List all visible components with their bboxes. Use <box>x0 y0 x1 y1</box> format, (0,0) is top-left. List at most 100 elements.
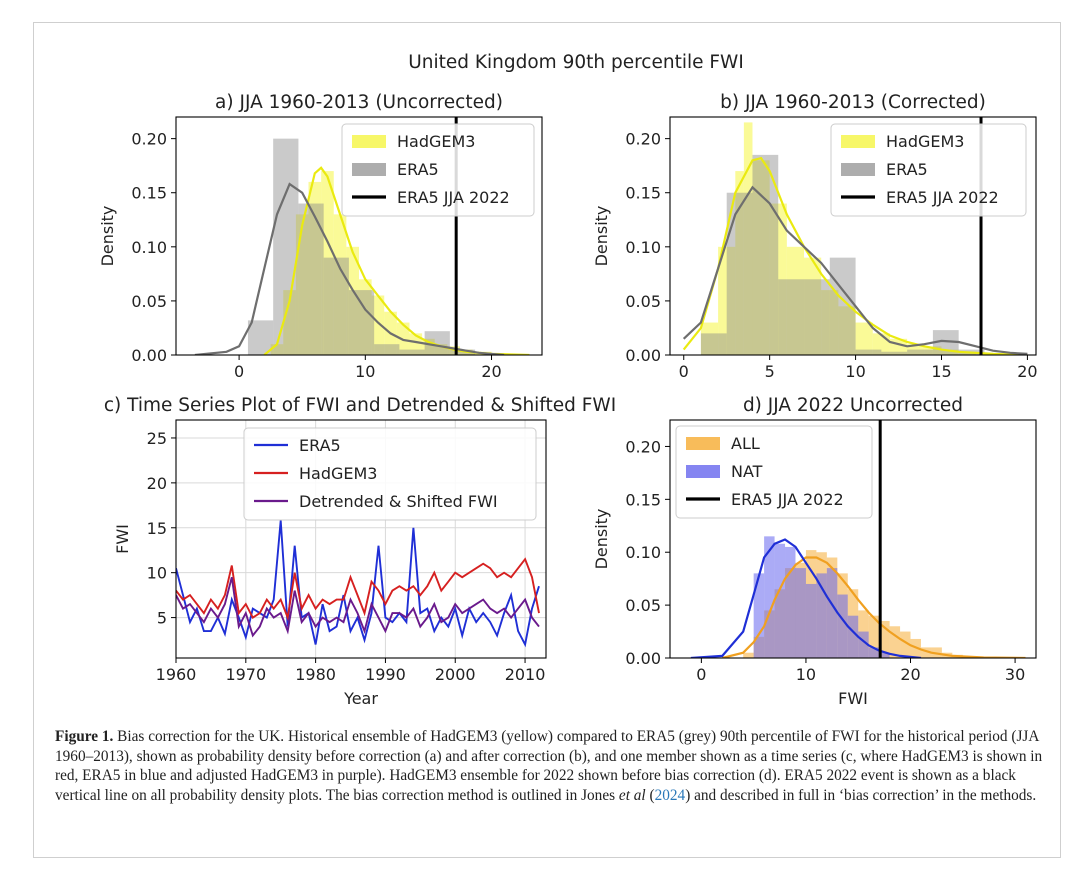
hist-bar-nat <box>847 615 859 658</box>
caption-reference-link[interactable]: 2024 <box>654 786 686 804</box>
hist-bar-all <box>889 626 901 658</box>
y-tick-label: 0.00 <box>131 346 167 365</box>
caption-text-2: ( <box>645 786 655 804</box>
legend-label: NAT <box>731 462 763 481</box>
hist-bar-all <box>868 615 880 658</box>
x-tick-label: 1970 <box>225 665 266 684</box>
hist-bar-hadgem3 <box>409 333 423 355</box>
hist-bar-nat <box>868 647 880 658</box>
x-axis-label: Year <box>343 689 378 708</box>
legend-swatch <box>686 437 720 450</box>
legend-label: ERA5 <box>886 160 928 179</box>
caption-text-3: ) and described in full in ‘bias correct… <box>685 786 1037 804</box>
legend-label: ERA5 <box>397 160 439 179</box>
legend-label: ERA5 <box>299 436 341 455</box>
y-tick-label: 0.10 <box>625 238 661 257</box>
plot-frame <box>175 419 547 659</box>
caption-label: Figure 1. <box>55 728 114 745</box>
hist-bar-hadgem3 <box>924 346 942 355</box>
y-tick-label: 0.15 <box>131 184 167 203</box>
hist-bar-hadgem3 <box>855 322 873 355</box>
y-axis-label: Density <box>592 206 611 267</box>
x-tick-label: 1980 <box>295 665 336 684</box>
hist-bar-hadgem3 <box>700 322 719 355</box>
legend-label: ERA5 JJA 2022 <box>886 188 999 207</box>
hist-bar-era5 <box>804 279 830 355</box>
hist-bar-era5 <box>348 290 375 355</box>
y-tick-label: 0.15 <box>625 184 661 203</box>
hist-bar-hadgem3 <box>821 290 839 355</box>
hist-bar-nat <box>785 546 796 658</box>
y-tick-label: 0.10 <box>131 238 167 257</box>
legend-label: Detrended & Shifted FWI <box>299 492 498 511</box>
hist-bar-all <box>879 620 890 658</box>
hist-bar-hadgem3 <box>735 171 744 355</box>
hist-bar-hadgem3 <box>434 344 448 355</box>
hist-bar-nat <box>753 573 765 658</box>
hist-bar-era5 <box>399 349 425 355</box>
hist-bar-era5 <box>881 351 908 355</box>
chart-b: b) JJA 1960-2013 (Corrected) 0 5 10 15 20 0.00… <box>592 92 1038 381</box>
x-tick-label: 1990 <box>365 665 406 684</box>
kde-line-era5 <box>682 185 1028 355</box>
y-axis-label: Density <box>98 206 117 267</box>
plot-area <box>690 420 1026 658</box>
x-tick-label: 1960 <box>156 665 197 684</box>
x-tick-label: 5 <box>765 362 775 381</box>
hist-bar-era5 <box>374 344 400 355</box>
x-tick-label: 20 <box>1017 362 1037 381</box>
legend-label: HadGEM3 <box>299 464 377 483</box>
hist-bar-all <box>743 652 754 658</box>
hist-bar-era5 <box>424 331 450 355</box>
legend-box <box>243 427 537 521</box>
hist-bar-all <box>920 647 932 658</box>
y-tick-label: 20 <box>147 474 167 493</box>
y-tick-label: 0.20 <box>625 130 661 149</box>
hist-bar-nat <box>879 652 890 658</box>
hist-bar-nat <box>795 568 806 658</box>
kde-line-era5 <box>194 182 505 355</box>
hist-bar-hadgem3 <box>743 122 753 355</box>
x-tick-label: 30 <box>1005 665 1025 684</box>
hist-bar-nat <box>826 568 838 658</box>
x-tick-label: 10 <box>796 665 816 684</box>
legend: HadGEM3 ERA5 ERA5 JJA 2022 <box>830 123 1027 217</box>
chart-title: d) JJA 2022 Uncorrected <box>743 395 963 416</box>
caption-etal: et al <box>618 786 646 804</box>
hist-bar-hadgem3 <box>769 203 787 355</box>
x-tick-label: 0 <box>696 665 706 684</box>
hist-bar-era5 <box>273 138 299 355</box>
y-tick-label: 0.05 <box>625 596 661 615</box>
y-tick-label: 0.05 <box>625 292 661 311</box>
legend: ALL NAT ERA5 JJA 2022 <box>675 425 873 519</box>
legend: ERA5 HadGEM3 Detrended & Shifted FWI <box>243 427 537 521</box>
hist-bar-hadgem3 <box>333 214 347 355</box>
hist-bar-era5 <box>855 349 882 355</box>
hist-bar-era5 <box>247 320 274 355</box>
x-axis-label: FWI <box>838 689 868 708</box>
hist-bar-hadgem3 <box>941 349 959 355</box>
chart-title: b) JJA 1960-2013 (Corrected) <box>720 92 986 113</box>
x-tick-label: 2000 <box>435 665 476 684</box>
chart-title: c) Time Series Plot of FWI and Detrended… <box>104 395 616 416</box>
caption-text-1: Bias correction for the UK. Historical e… <box>55 728 1043 804</box>
legend: HadGEM3 ERA5 ERA5 JJA 2022 <box>341 123 535 217</box>
x-tick-label: 15 <box>931 362 951 381</box>
legend-label: ERA5 JJA 2022 <box>731 490 844 509</box>
legend-box <box>341 123 535 217</box>
hist-bar-hadgem3 <box>786 246 805 355</box>
hist-bar-hadgem3 <box>346 246 359 355</box>
hist-bar-hadgem3 <box>838 306 856 355</box>
hist-bar-era5 <box>778 279 805 355</box>
legend-box <box>675 425 873 519</box>
kde-line-hadgem3 <box>682 156 1028 355</box>
legend-swatch <box>841 135 875 148</box>
hist-bar-era5 <box>700 333 727 355</box>
x-tick-label: 2010 <box>505 665 546 684</box>
series-line-detrended-shifted-fwi <box>176 576 540 638</box>
hist-bar-hadgem3 <box>804 257 822 355</box>
y-tick-label: 0.00 <box>625 649 661 668</box>
y-tick-label: 5 <box>157 609 167 628</box>
legend-label: ERA5 JJA 2022 <box>397 188 510 207</box>
